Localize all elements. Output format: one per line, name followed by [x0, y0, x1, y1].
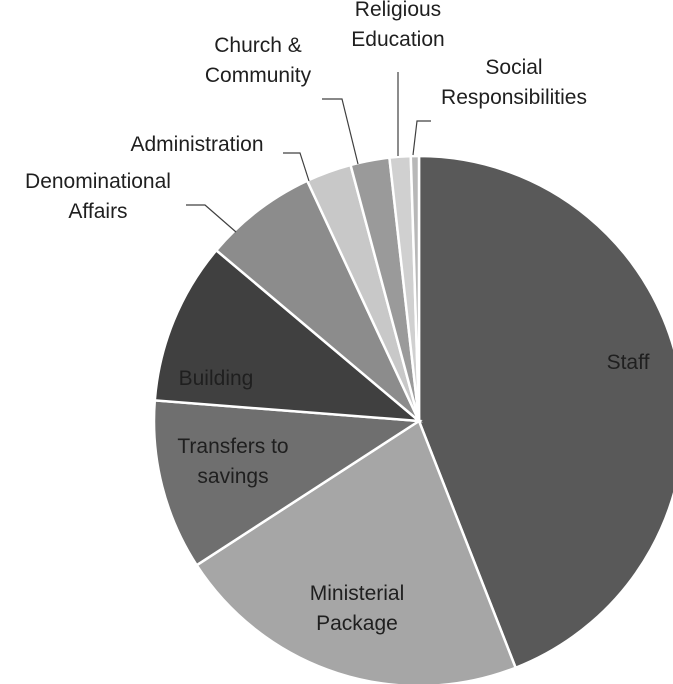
leader-line-church-and-community — [322, 98, 359, 165]
slice-label-line: Education — [351, 28, 444, 51]
slice-label-staff: Staff — [607, 351, 650, 374]
slice-label-line: Administration — [130, 133, 263, 156]
slice-label-line: savings — [197, 465, 268, 488]
slice-label-line: Affairs — [68, 200, 127, 223]
slice-label-denominational-affairs: Denominational Affairs — [25, 170, 171, 223]
slice-label-transfers-to-savings: Transfers to savings — [177, 435, 288, 488]
slice-label-building: Building — [179, 367, 254, 390]
slice-label-ministerial-package: Ministerial Package — [310, 582, 405, 635]
slice-label-line: Religious — [355, 0, 441, 21]
slice-label-administration: Administration — [130, 133, 263, 156]
slice-label-social-responsibilities: Social Responsibilities — [441, 56, 587, 109]
leader-lines — [186, 72, 431, 233]
leader-line-administration — [283, 152, 310, 182]
slice-label-line: Denominational — [25, 170, 171, 193]
slice-labels: Staff Ministerial Package Transfers to savin… — [25, 0, 650, 635]
pie-slice-social-responsibilities — [409, 154, 421, 422]
slice-label-line: Responsibilities — [441, 86, 587, 109]
slice-label-line: Building — [179, 367, 254, 390]
pie-slice-staff — [417, 154, 673, 670]
slice-label-line: Staff — [607, 351, 650, 374]
slice-label-religious-education: Religious Education — [351, 0, 444, 51]
leader-line-social-responsibilities — [412, 120, 431, 156]
leader-line-denominational-affairs — [186, 204, 237, 233]
pie-slice-ministerial-package — [194, 419, 518, 684]
slice-label-line: Transfers to — [177, 435, 288, 458]
slice-label-line: Church & — [214, 34, 302, 57]
slice-label-line: Ministerial — [310, 582, 405, 605]
slice-label-line: Social — [485, 56, 542, 79]
pie-slices — [152, 154, 673, 684]
slice-label-church-and-community: Church & Community — [205, 34, 312, 87]
slice-label-line: Community — [205, 64, 312, 87]
pie-slice-transfers-to-savings — [152, 399, 423, 567]
pie-slice-building — [153, 248, 423, 423]
slice-label-line: Package — [316, 612, 398, 635]
pie-slice-denominational-affairs — [214, 179, 421, 422]
